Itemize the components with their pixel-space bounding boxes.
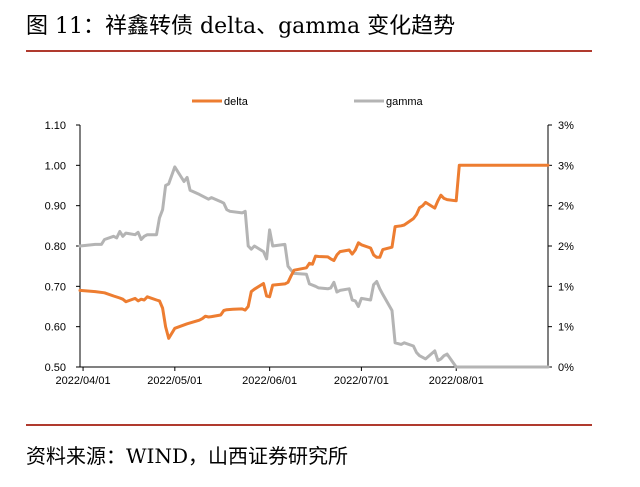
line-chart: 0.50 0.60 0.70 0.80 0.90 1.00 1.10 0% 1% 1% 2% 2% 3%… <box>45 96 575 387</box>
y-right-tick-label: 2% <box>558 201 574 213</box>
legend-delta-label: delta <box>224 96 249 108</box>
y-left-tick-label: 0.80 <box>45 241 66 253</box>
y-left-tick-label: 0.50 <box>45 362 66 374</box>
chart-series <box>78 163 550 369</box>
figure-title: 图 11：祥鑫转债 delta、gamma 变化趋势 <box>26 14 456 39</box>
series-gamma-line <box>78 165 550 369</box>
x-tick-label: 2022/07/01 <box>334 375 389 387</box>
y-left-tick-label: 0.70 <box>45 281 66 293</box>
x-tick-label: 2022/05/01 <box>147 375 202 387</box>
chart-axes: 0.50 0.60 0.70 0.80 0.90 1.00 1.10 0% 1% 1% 2% 2% 3%… <box>45 120 575 387</box>
y-left-tick-label: 0.90 <box>45 201 66 213</box>
y-right-tick-label: 3% <box>558 120 574 132</box>
title-rule <box>26 50 592 52</box>
y-left-tick-label: 1.10 <box>45 120 66 132</box>
y-right-tick-label: 1% <box>558 322 574 334</box>
y-right-tick-label: 2% <box>558 241 574 253</box>
y-right-tick-label: 3% <box>558 160 574 172</box>
source-note: 资料来源：WIND，山西证券研究所 <box>26 444 348 468</box>
x-tick-label: 2022/08/01 <box>429 375 484 387</box>
source-rule <box>26 424 592 426</box>
y-left-tick-label: 1.00 <box>45 160 66 172</box>
y-right-tick-label: 1% <box>558 281 574 293</box>
x-tick-label: 2022/06/01 <box>242 375 297 387</box>
x-tick-label: 2022/04/01 <box>56 375 111 387</box>
y-right-tick-label: 0% <box>558 362 574 374</box>
y-left-tick-label: 0.60 <box>45 322 66 334</box>
legend-gamma-label: gamma <box>386 96 424 108</box>
series-delta-line <box>78 163 550 340</box>
chart-legend: delta gamma <box>192 96 424 108</box>
